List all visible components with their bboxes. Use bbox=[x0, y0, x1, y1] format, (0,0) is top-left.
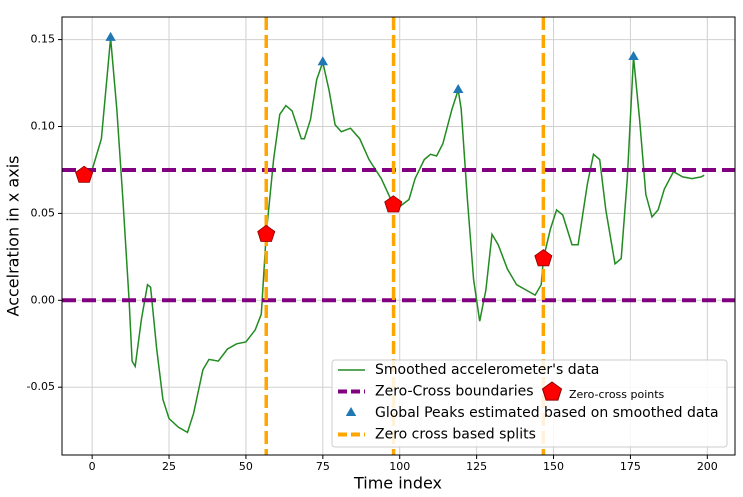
y-tick-label: 0.00 bbox=[31, 293, 56, 306]
zero-cross-marker bbox=[75, 165, 94, 183]
x-tick-label: 125 bbox=[466, 460, 487, 473]
x-tick-label: 0 bbox=[89, 460, 96, 473]
data-line bbox=[91, 37, 705, 434]
legend-label: Zero-cross points bbox=[569, 388, 665, 401]
x-tick-label: 25 bbox=[162, 460, 176, 473]
legend-label: Global Peaks estimated based on smoothed… bbox=[375, 405, 719, 421]
legend-symbol bbox=[541, 381, 563, 401]
y-tick-label: 0.05 bbox=[31, 206, 56, 219]
zero-cross-marker bbox=[534, 249, 553, 267]
y-tick-label: 0.15 bbox=[31, 33, 56, 46]
zero-cross-marker bbox=[384, 195, 403, 213]
legend: Smoothed accelerometer's data Zero-Cross … bbox=[331, 359, 728, 448]
x-tick-label: 150 bbox=[543, 460, 564, 473]
x-tick-label: 200 bbox=[697, 460, 718, 473]
legend-box bbox=[331, 359, 728, 448]
peak-marker bbox=[105, 31, 116, 41]
peak-marker bbox=[317, 56, 328, 66]
y-tick-label: -0.05 bbox=[27, 380, 55, 393]
y-tick-label: 0.10 bbox=[31, 120, 56, 133]
legend-symbol bbox=[345, 407, 357, 416]
x-tick-label: 175 bbox=[620, 460, 641, 473]
x-axis-label: Time index bbox=[353, 474, 442, 493]
legend-label: Zero cross based splits bbox=[375, 427, 536, 443]
y-axis-label: Accelration in x axis bbox=[4, 156, 23, 317]
x-tick-label: 75 bbox=[316, 460, 330, 473]
peak-marker bbox=[453, 84, 464, 93]
x-tick-label: 50 bbox=[239, 460, 253, 473]
legend-label: Zero-Cross boundaries bbox=[375, 384, 534, 400]
peak-marker bbox=[628, 51, 639, 60]
legend-label: Smoothed accelerometer's data bbox=[375, 362, 599, 378]
x-tick-label: 100 bbox=[389, 460, 410, 473]
zero-cross-marker bbox=[257, 224, 276, 242]
plot-frame bbox=[61, 16, 736, 456]
